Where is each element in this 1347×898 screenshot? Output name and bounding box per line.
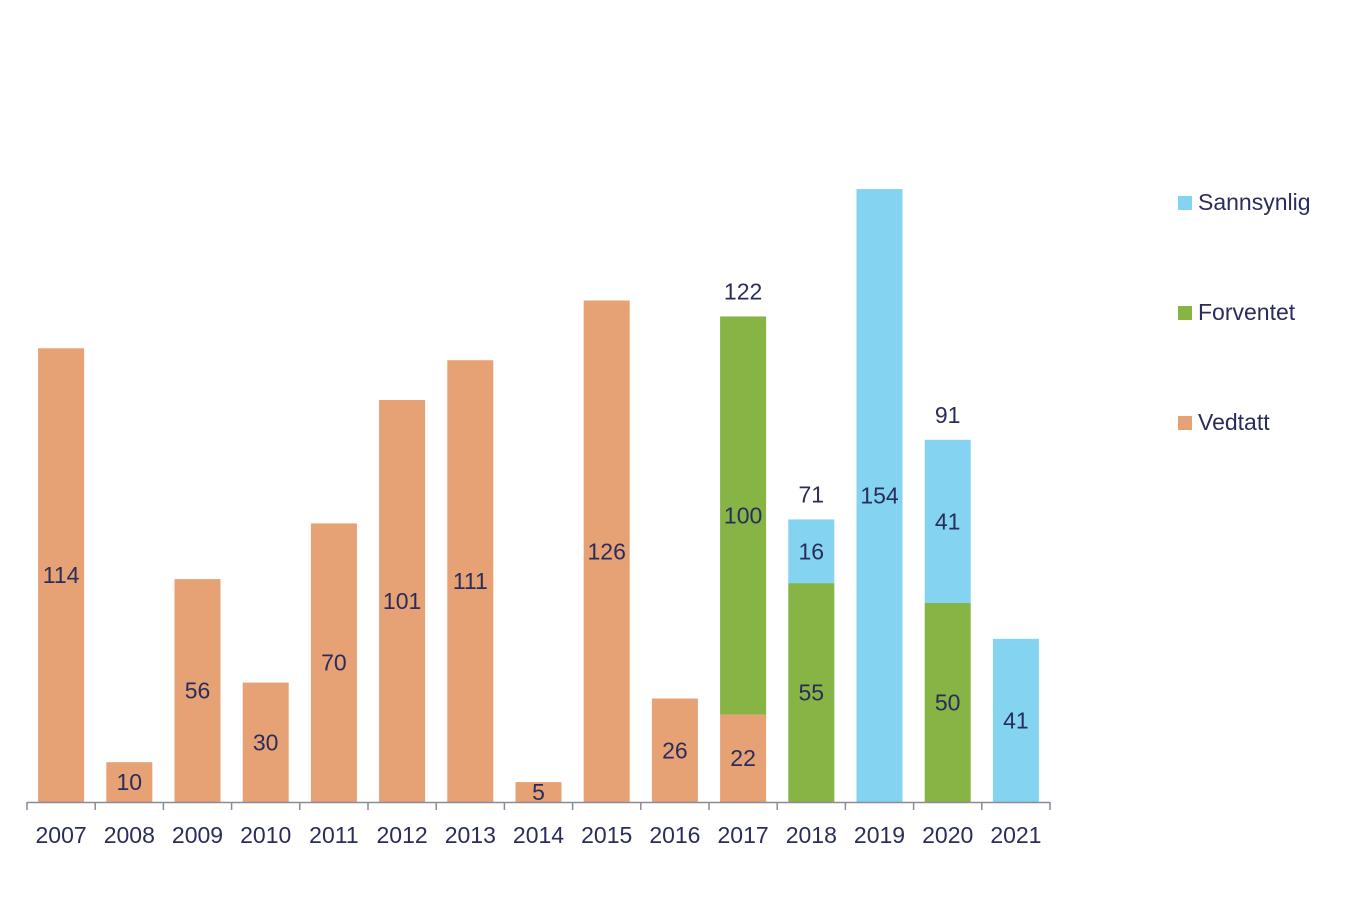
data-label-vedtatt-2010: 30	[253, 729, 279, 755]
data-label-sannsynlig-2021: 41	[1003, 707, 1029, 733]
bar-forventet-2017	[720, 316, 767, 715]
data-label-vedtatt-2013: 111	[453, 568, 488, 594]
bar-vedtatt-2007	[38, 348, 85, 802]
bar-sannsynlig-2019	[856, 189, 903, 802]
x-tick-label-2019: 2019	[854, 822, 905, 848]
bar-vedtatt-2008	[106, 762, 153, 802]
legend-swatch-forventet	[1178, 306, 1192, 320]
legend-label-vedtatt: Vedtatt	[1198, 409, 1270, 435]
data-label-sannsynlig-2019: 154	[860, 483, 899, 509]
x-tick-label-2009: 2009	[172, 822, 223, 848]
x-tick-label-2014: 2014	[513, 822, 564, 848]
bar-vedtatt-2011	[310, 523, 357, 802]
data-label-vedtatt-2012: 101	[383, 588, 421, 614]
total-label-2017: 122	[724, 278, 762, 304]
bar-sannsynlig-2020	[924, 439, 971, 603]
data-label-sannsynlig-2018: 16	[799, 538, 825, 564]
total-label-2020: 91	[935, 402, 961, 428]
bar-vedtatt-2015	[583, 300, 630, 802]
bar-vedtatt-2013	[447, 360, 494, 802]
data-label-vedtatt-2015: 126	[588, 538, 626, 564]
data-label-vedtatt-2016: 26	[662, 737, 688, 763]
x-tick-label-2010: 2010	[240, 822, 291, 848]
x-tick-label-2015: 2015	[581, 822, 632, 848]
bar-sannsynlig-2018	[788, 519, 835, 584]
data-label-forventet-2018: 55	[799, 680, 825, 706]
data-label-vedtatt-2009: 56	[185, 678, 211, 704]
data-label-vedtatt-2014: 5	[532, 779, 545, 805]
data-label-forventet-2020: 50	[935, 690, 961, 716]
data-label-vedtatt-2011: 70	[321, 650, 347, 676]
x-tick-label-2007: 2007	[36, 822, 87, 848]
x-tick-label-2013: 2013	[445, 822, 496, 848]
x-tick-label-2021: 2021	[990, 822, 1041, 848]
x-tick-label-2018: 2018	[786, 822, 837, 848]
data-label-sannsynlig-2020: 41	[935, 508, 961, 534]
legend-label-forventet: Forventet	[1198, 299, 1296, 325]
x-tick-label-2008: 2008	[104, 822, 155, 848]
legend-swatch-vedtatt	[1178, 416, 1192, 430]
total-label-2018: 71	[799, 481, 825, 507]
data-label-vedtatt-2008: 10	[117, 769, 143, 795]
legend-swatch-sannsynlig	[1178, 196, 1192, 210]
bar-sannsynlig-2021	[992, 638, 1039, 802]
bar-vedtatt-2014	[515, 782, 562, 802]
x-tick-label-2011: 2011	[309, 822, 358, 848]
data-label-vedtatt-2017: 22	[730, 745, 756, 771]
x-tick-label-2020: 2020	[922, 822, 973, 848]
x-tick-label-2017: 2017	[718, 822, 769, 848]
data-label-forventet-2017: 100	[724, 502, 762, 528]
bar-forventet-2018	[788, 583, 835, 802]
bar-vedtatt-2009	[174, 579, 221, 802]
legend-label-sannsynlig: Sannsynlig	[1198, 189, 1311, 215]
x-tick-label-2012: 2012	[377, 822, 428, 848]
data-label-vedtatt-2007: 114	[43, 562, 80, 588]
bar-vedtatt-2017	[720, 714, 767, 802]
bar-forventet-2020	[924, 603, 971, 802]
bar-vedtatt-2010	[242, 682, 289, 802]
bar-vedtatt-2012	[379, 400, 426, 802]
x-tick-label-2016: 2016	[649, 822, 700, 848]
bar-vedtatt-2016	[651, 698, 698, 802]
